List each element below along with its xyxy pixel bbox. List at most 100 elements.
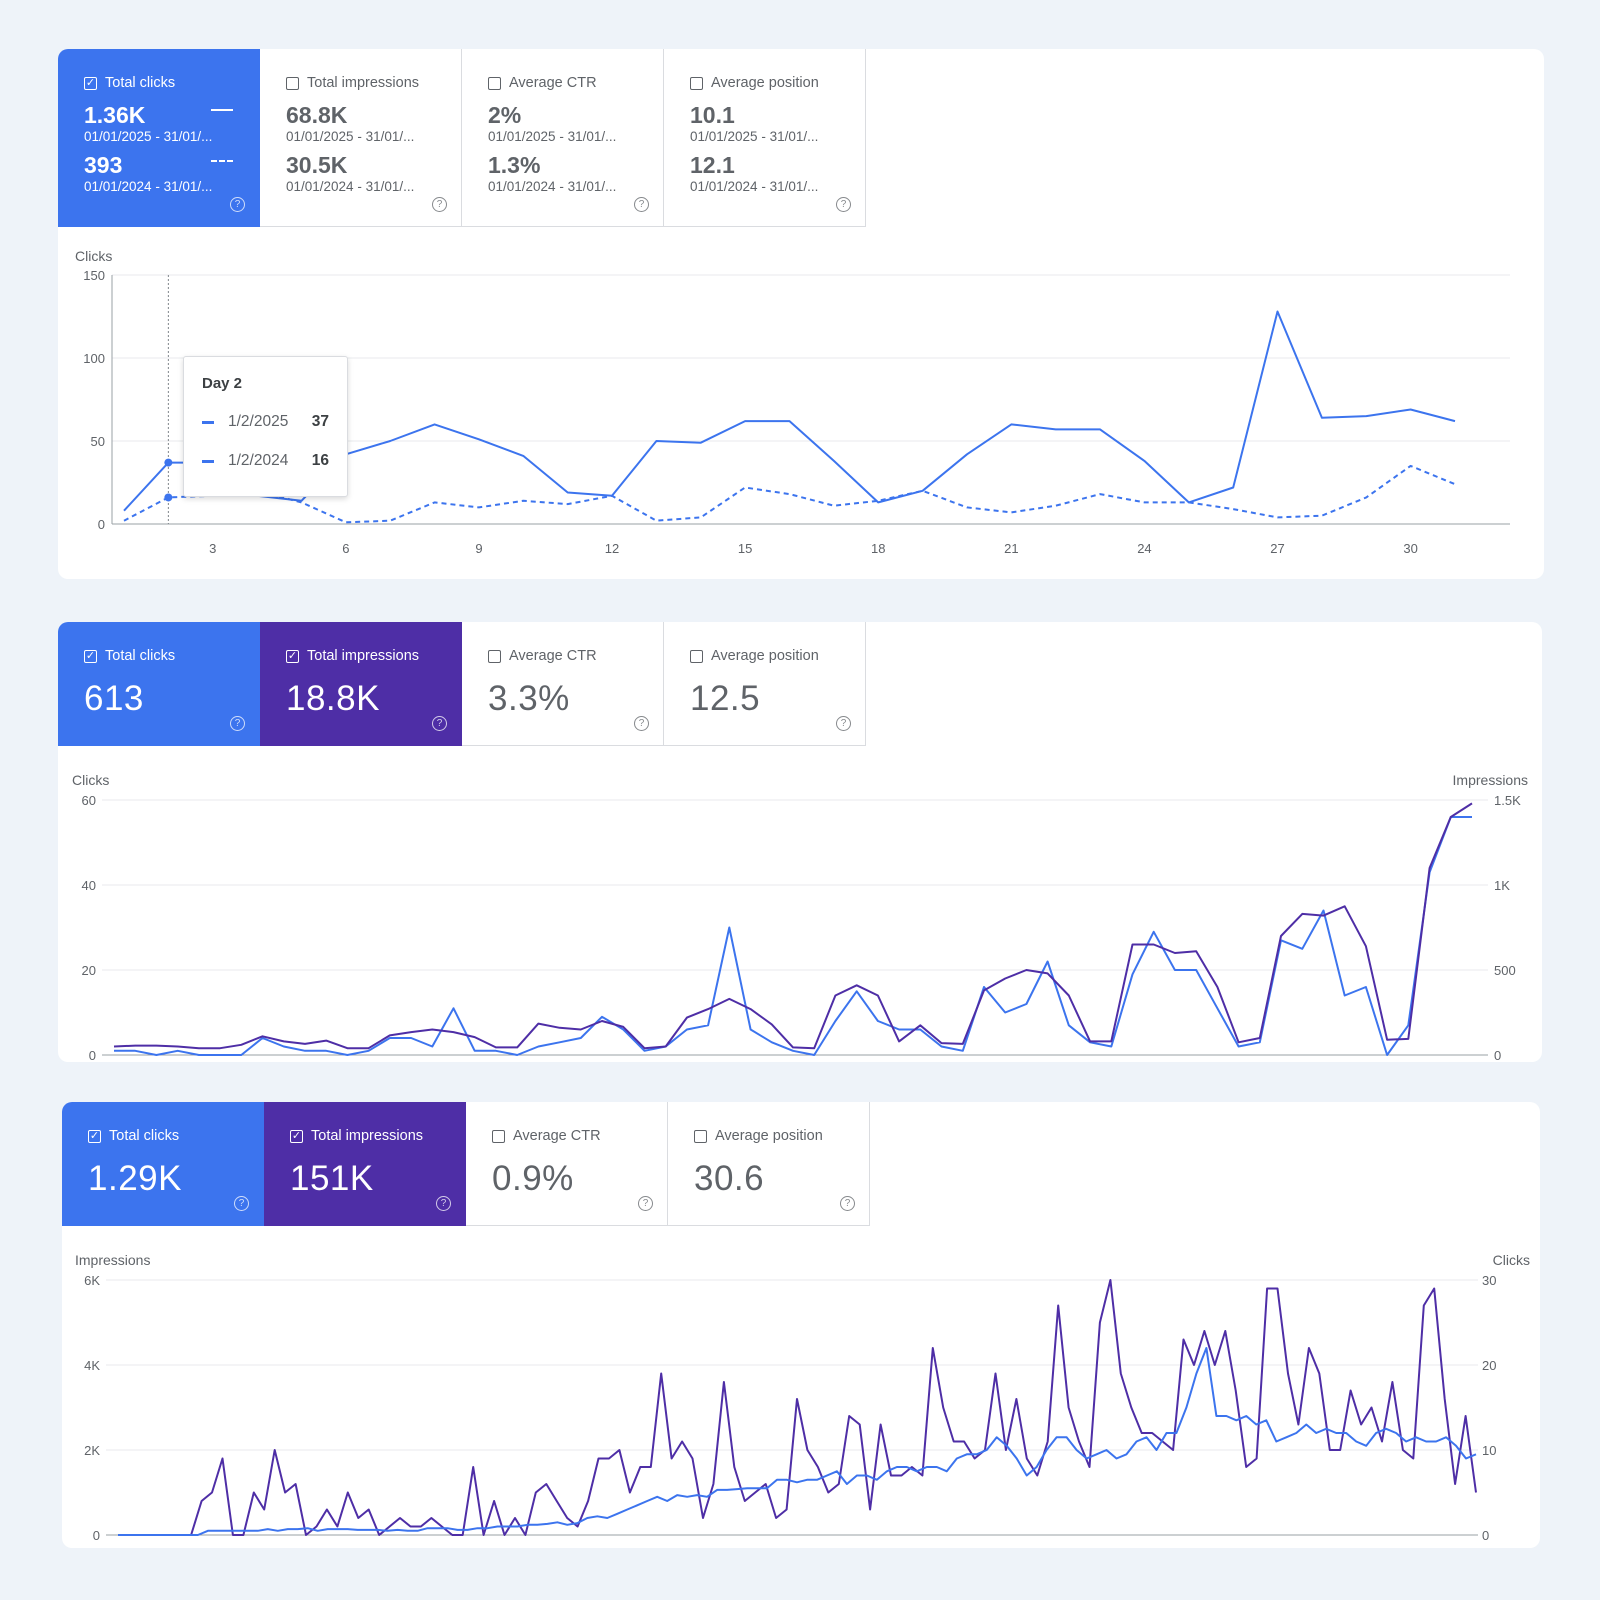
right-tick-label: 10	[1482, 1443, 1496, 1458]
y-tick-label: 150	[83, 268, 105, 283]
right-tick-label: 20	[1482, 1358, 1496, 1373]
left-tick-label: 40	[82, 878, 96, 893]
checkbox-icon[interactable]	[488, 76, 501, 90]
help-icon[interactable]: ?	[230, 197, 245, 212]
help-icon[interactable]: ?	[230, 716, 245, 731]
help-icon[interactable]: ?	[638, 1196, 653, 1211]
dashed-line-legend-icon	[202, 459, 214, 463]
right-tick-label: 0	[1482, 1528, 1489, 1543]
dashed-line-legend-icon	[211, 160, 233, 162]
solid-line-legend-icon	[202, 420, 214, 424]
x-tick-label: 6	[342, 541, 349, 556]
card-label: Total clicks	[109, 1128, 180, 1144]
card-label: Total clicks	[105, 75, 176, 91]
help-icon[interactable]: ?	[634, 716, 649, 731]
card-average-position[interactable]: Average position 30.6 ?	[668, 1102, 870, 1226]
card-average-ctr[interactable]: Average CTR 2% 01/01/2025 - 31/01/... 1.…	[462, 49, 664, 227]
card-total-impressions[interactable]: Total impressions 68.8K 01/01/2025 - 31/…	[260, 49, 462, 227]
metric-value-previous: 393	[84, 152, 123, 178]
y-tick-label: 100	[83, 351, 105, 366]
chart-svg[interactable]: Clicks Impressions 0 0 20 500 40 1K 60 1.5K	[58, 746, 1542, 1062]
card-average-position[interactable]: Average position 12.5 ?	[664, 622, 866, 746]
left-tick-label: 0	[89, 1048, 96, 1062]
metric-value-previous: 12.1	[690, 152, 735, 178]
checkbox-checked-icon[interactable]: ✓	[286, 649, 299, 663]
help-icon[interactable]: ?	[836, 716, 851, 731]
help-icon[interactable]: ?	[840, 1196, 855, 1211]
x-tick-label: 9	[475, 541, 482, 556]
checkbox-checked-icon[interactable]: ✓	[84, 649, 97, 663]
metric-value-current: 68.8K	[286, 102, 348, 128]
metric-value-current: 10.1	[690, 102, 735, 128]
tooltip-date: 1/2/2024	[228, 452, 289, 469]
checkbox-icon[interactable]	[488, 649, 501, 663]
help-icon[interactable]: ?	[436, 1196, 451, 1211]
card-label: Total clicks	[105, 648, 176, 664]
x-tick-label: 15	[738, 541, 752, 556]
chart-svg[interactable]: Impressions Clicks 0 0 2K 10 4K 20 6K 30	[62, 1226, 1540, 1548]
checkbox-icon[interactable]	[694, 1129, 707, 1143]
right-tick-label: 500	[1494, 963, 1516, 978]
tooltip-title: Day 2	[202, 375, 243, 392]
metric-cards-3: ✓ Total clicks 1.29K ? ✓ Total impressions…	[62, 1102, 870, 1226]
impressions-series-line	[118, 1279, 1477, 1536]
help-icon[interactable]: ?	[836, 197, 851, 212]
date-range-previous: 01/01/2024 - 31/01/...	[84, 179, 213, 194]
date-range-current: 01/01/2025 - 31/01/...	[488, 129, 617, 144]
card-total-impressions[interactable]: ✓ Total impressions 151K ?	[264, 1102, 466, 1226]
card-total-clicks[interactable]: ✓ Total clicks 1.36K 01/01/2025 - 31/01/.…	[58, 49, 260, 227]
checkbox-icon[interactable]	[690, 649, 703, 663]
checkbox-checked-icon[interactable]: ✓	[290, 1129, 303, 1143]
metric-value: 3.3%	[488, 679, 570, 718]
left-tick-label: 60	[82, 793, 96, 808]
date-range-previous: 01/01/2024 - 31/01/...	[488, 179, 617, 194]
help-icon[interactable]: ?	[432, 716, 447, 731]
checkbox-checked-icon[interactable]: ✓	[88, 1129, 101, 1143]
card-total-clicks[interactable]: ✓ Total clicks 613 ?	[58, 622, 260, 746]
card-average-ctr[interactable]: Average CTR 3.3% ?	[462, 622, 664, 746]
card-average-ctr[interactable]: Average CTR 0.9% ?	[466, 1102, 668, 1226]
date-range-current: 01/01/2025 - 31/01/...	[286, 129, 415, 144]
right-tick-label: 1K	[1494, 878, 1510, 893]
right-axis-title: Impressions	[1453, 772, 1528, 788]
chart-tooltip: Day 2 1/2/2025 37 1/2/2024 16	[183, 356, 348, 497]
clicks-impressions-chart-2[interactable]: Clicks Impressions 0 0 20 500 40 1K 60 1.5K	[58, 746, 1542, 1062]
checkbox-checked-icon[interactable]: ✓	[84, 76, 97, 90]
y-tick-label: 0	[98, 517, 105, 532]
impressions-clicks-chart-3[interactable]: Impressions Clicks 0 0 2K 10 4K 20 6K 30	[62, 1226, 1540, 1548]
card-average-position[interactable]: Average position 10.1 01/01/2025 - 31/01…	[664, 49, 866, 227]
x-tick-label: 3	[209, 541, 216, 556]
hover-point	[164, 493, 173, 502]
help-icon[interactable]: ?	[432, 197, 447, 212]
clicks-series-line	[118, 1347, 1477, 1536]
card-label: Average position	[715, 1128, 823, 1144]
help-icon[interactable]: ?	[634, 197, 649, 212]
y-tick-label: 50	[91, 434, 105, 449]
card-label: Total impressions	[307, 648, 420, 664]
date-range-current: 01/01/2025 - 31/01/...	[84, 129, 213, 144]
tooltip-row-previous: 1/2/2024 16	[202, 452, 329, 470]
x-tick-label: 21	[1004, 541, 1018, 556]
checkbox-icon[interactable]	[286, 76, 299, 90]
x-tick-label: 18	[871, 541, 885, 556]
card-total-clicks[interactable]: ✓ Total clicks 1.29K ?	[62, 1102, 264, 1226]
clicks-series-line	[114, 816, 1472, 1056]
series-line-previous	[123, 464, 1456, 524]
checkbox-icon[interactable]	[492, 1129, 505, 1143]
checkbox-icon[interactable]	[690, 76, 703, 90]
left-tick-label: 6K	[84, 1273, 100, 1288]
date-range-previous: 01/01/2024 - 31/01/...	[690, 179, 819, 194]
card-label: Average CTR	[509, 75, 597, 91]
left-axis-title: Impressions	[75, 1252, 150, 1268]
card-total-impressions[interactable]: ✓ Total impressions 18.8K ?	[260, 622, 462, 746]
right-tick-label: 30	[1482, 1273, 1496, 1288]
x-tick-label: 27	[1270, 541, 1284, 556]
chart-content-group: Clicks Impressions 0 0 20 500 40 1K 60 1.5K	[72, 772, 1528, 1062]
help-icon[interactable]: ?	[234, 1196, 249, 1211]
metric-value: 1.29K	[88, 1159, 182, 1198]
tooltip-date: 1/2/2025	[228, 413, 289, 430]
metric-value: 12.5	[690, 679, 761, 718]
metric-value: 0.9%	[492, 1159, 574, 1198]
left-tick-label: 0	[93, 1528, 100, 1543]
metric-value-current: 2%	[488, 102, 522, 128]
